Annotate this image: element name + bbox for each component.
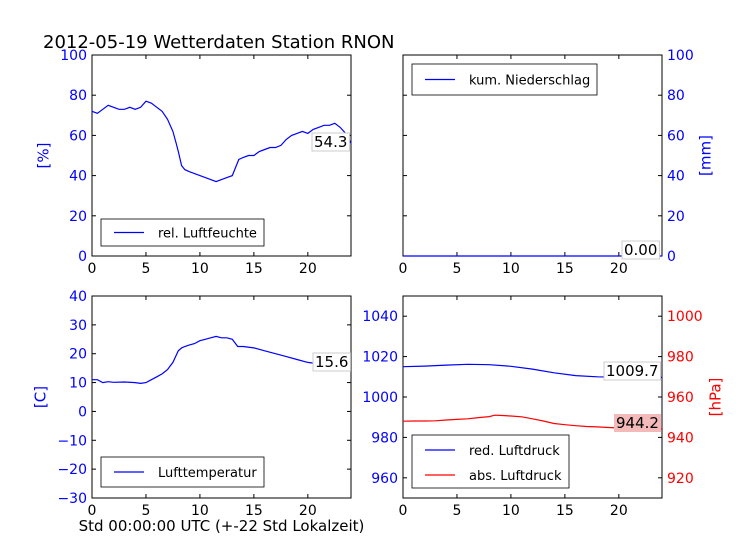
precipitation-current-value: 0.00 (624, 241, 657, 259)
humidity-ytick-label: 60 (69, 128, 87, 144)
temperature-xtick-label: 10 (191, 503, 209, 519)
temperature-ylabel: [C] (32, 386, 50, 408)
pressure-legend-label: abs. Luftdruck (469, 469, 562, 484)
temperature-ytick-label: 30 (69, 318, 87, 334)
pressure-right-ytick-label: 980 (667, 350, 694, 366)
temperature-xlabel: Std 00:00:00 UTC (+-22 Std Lokalzeit) (79, 517, 365, 535)
pressure-right-ytick-label: 960 (667, 390, 694, 406)
pressure-current-value: 1009.7 (606, 362, 659, 380)
pressure-right-ytick-label: 920 (667, 471, 694, 487)
pressure-xtick-label: 20 (610, 503, 628, 519)
precipitation-legend-label: kum. Niederschlag (469, 74, 590, 89)
humidity-current-value: 54.3 (314, 133, 347, 151)
pressure-ytick-label: 960 (371, 471, 398, 487)
temperature-xtick-label: 0 (88, 503, 97, 519)
humidity-xtick-label: 0 (88, 261, 97, 277)
pressure-legend-label: red. Luftdruck (469, 444, 560, 459)
temperature-ytick-label: 10 (69, 376, 87, 392)
precipitation-current-value-box (621, 240, 660, 260)
precipitation-ytick-label: 20 (667, 209, 685, 225)
temperature-legend-label: Lufttemperatur (158, 466, 257, 481)
temperature-ytick-label: −20 (57, 462, 87, 478)
humidity-legend-label: rel. Luftfeuchte (158, 227, 257, 242)
precipitation-xtick-label: 20 (610, 261, 628, 277)
humidity-ytick-label: 40 (69, 169, 87, 185)
precipitation-xtick-label: 15 (556, 261, 574, 277)
precipitation-ytick-label: 100 (667, 48, 694, 64)
pressure-current-value-2-box (614, 414, 661, 432)
temperature-ytick-label: 0 (78, 404, 87, 420)
temperature-current-value-box (312, 352, 351, 372)
precipitation-xtick-label: 0 (399, 261, 408, 277)
pressure-current-value-2: 944.2 (616, 414, 659, 432)
pressure-xtick-label: 0 (399, 503, 408, 519)
precipitation-ylabel: [mm] (697, 135, 715, 176)
precipitation-ytick-label: 60 (667, 128, 685, 144)
temperature-ytick-label: 40 (69, 289, 87, 305)
temperature-ytick-label: 20 (69, 347, 87, 363)
precipitation-ytick-label: 0 (667, 249, 676, 265)
humidity-ytick-label: 80 (69, 88, 87, 104)
pressure-ylabel: [hPa] (707, 378, 725, 417)
pressure-right-ytick-label: 940 (667, 430, 694, 446)
humidity-series-line-0 (91, 100, 352, 183)
humidity-axes-frame (91, 54, 352, 257)
temperature-xtick-label: 5 (141, 503, 150, 519)
temperature-ytick-label: −30 (57, 491, 87, 507)
humidity-current-value-box (311, 132, 350, 152)
figure-title: 2012-05-19 Wetterdaten Station RNON (43, 32, 394, 53)
pressure-right-ytick-label: 1000 (667, 309, 703, 325)
temperature-ytick-label: −10 (57, 433, 87, 449)
pressure-legend-box (411, 434, 570, 489)
humidity-xtick-label: 15 (245, 261, 263, 277)
humidity-ytick-label: 100 (60, 48, 87, 64)
pressure-ytick-label: 1000 (362, 390, 398, 406)
humidity-ylabel: [%] (35, 143, 53, 169)
precipitation-ytick-label: 80 (667, 88, 685, 104)
humidity-xtick-label: 20 (299, 261, 317, 277)
humidity-xtick-label: 5 (141, 261, 150, 277)
temperature-axes-frame (91, 295, 352, 499)
pressure-xtick-label: 15 (556, 503, 574, 519)
temperature-series-line-0 (92, 335, 352, 385)
humidity-ytick-label: 0 (78, 249, 87, 265)
pressure-ytick-label: 1020 (362, 350, 398, 366)
temperature-xtick-label: 15 (245, 503, 263, 519)
precipitation-ytick-label: 40 (667, 169, 685, 185)
pressure-ytick-label: 980 (371, 430, 398, 446)
pressure-ytick-label: 1040 (362, 309, 398, 325)
precipitation-xtick-label: 10 (502, 261, 520, 277)
temperature-xtick-label: 20 (299, 503, 317, 519)
humidity-xtick-label: 10 (191, 261, 209, 277)
precipitation-xtick-label: 5 (452, 261, 461, 277)
pressure-xtick-label: 10 (502, 503, 520, 519)
temperature-current-value: 15.6 (315, 353, 348, 371)
pressure-current-value-box (603, 361, 661, 381)
humidity-ytick-label: 20 (69, 209, 87, 225)
pressure-xtick-label: 5 (452, 503, 461, 519)
